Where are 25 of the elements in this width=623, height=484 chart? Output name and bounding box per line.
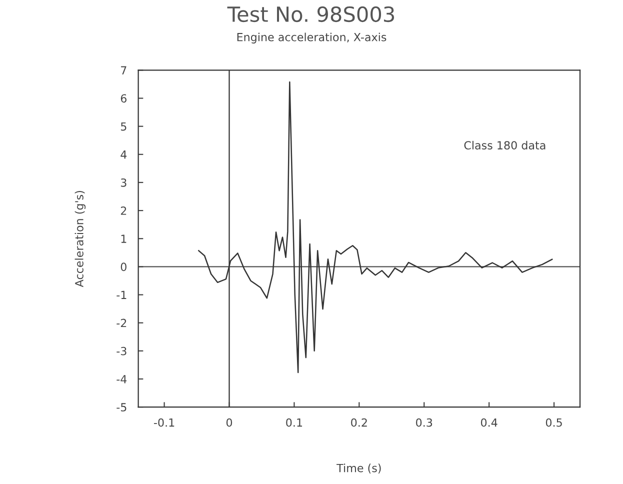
x-tick-label: 0 — [226, 418, 232, 427]
y-tick-label: -3 — [116, 346, 126, 356]
x-tick-label: 0.5 — [546, 418, 562, 427]
chart-subtitle: Engine acceleration, X-axis — [237, 32, 386, 44]
x-tick-label: 0.3 — [416, 418, 432, 427]
y-tick-label: 1 — [121, 234, 126, 243]
y-tick-label: 4 — [120, 150, 127, 159]
y-axis-title: Acceleration (g's) — [74, 190, 86, 288]
y-tick-label: -4 — [116, 375, 127, 384]
chart-title: Test No. 98S003 — [227, 6, 394, 22]
y-tick-label: 5 — [120, 122, 126, 131]
y-tick-label: 7 — [121, 66, 126, 74]
y-tick-label: -5 — [116, 403, 126, 412]
annotation: Class 180 data — [464, 140, 546, 150]
x-axis-title: Time (s) — [336, 464, 381, 474]
x-tick-label: 0.2 — [351, 418, 367, 427]
y-tick-label: 3 — [120, 178, 126, 187]
x-tick-label: -0.1 — [154, 418, 174, 427]
y-tick-label: 6 — [120, 94, 126, 103]
y-tick-label: 0 — [120, 262, 126, 272]
y-tick-label: -2 — [116, 318, 126, 328]
x-tick-label: 0.1 — [286, 418, 302, 427]
x-tick-label: 0.4 — [480, 418, 498, 427]
y-tick-label: -1 — [116, 290, 126, 299]
y-tick-label: 2 — [120, 206, 126, 215]
